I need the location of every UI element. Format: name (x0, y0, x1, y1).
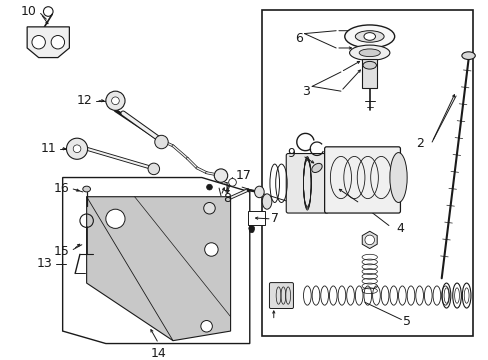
Circle shape (203, 202, 215, 214)
Polygon shape (27, 27, 69, 58)
Text: 8: 8 (223, 192, 230, 205)
Text: 15: 15 (53, 245, 69, 258)
Ellipse shape (349, 45, 389, 60)
Text: 6: 6 (294, 32, 302, 45)
Ellipse shape (355, 31, 384, 42)
Circle shape (364, 235, 374, 245)
Text: 14: 14 (150, 347, 166, 360)
Text: 2: 2 (416, 138, 424, 150)
Ellipse shape (262, 194, 271, 209)
Circle shape (204, 243, 218, 256)
Text: 3: 3 (302, 85, 309, 98)
Circle shape (155, 135, 168, 149)
Ellipse shape (311, 163, 322, 172)
Circle shape (148, 163, 159, 175)
Text: 16: 16 (54, 181, 69, 195)
Circle shape (214, 169, 227, 182)
Bar (262, 10, 472, 336)
Ellipse shape (344, 25, 394, 48)
Text: 9: 9 (286, 147, 294, 160)
Ellipse shape (363, 33, 375, 40)
Text: 5: 5 (403, 315, 410, 328)
Text: 12: 12 (77, 94, 92, 107)
Text: 17: 17 (235, 169, 251, 182)
Ellipse shape (82, 186, 90, 192)
Text: 1: 1 (222, 181, 230, 194)
FancyBboxPatch shape (269, 283, 293, 309)
Circle shape (206, 184, 212, 190)
Ellipse shape (389, 153, 407, 202)
Bar (247, 211, 264, 225)
Bar (361, 59, 377, 88)
Text: 4: 4 (396, 222, 404, 235)
Circle shape (51, 36, 64, 49)
Circle shape (111, 97, 119, 105)
Ellipse shape (362, 62, 376, 69)
Text: 13: 13 (36, 257, 52, 270)
Circle shape (228, 179, 236, 186)
Circle shape (105, 91, 125, 111)
Text: 7: 7 (270, 212, 278, 225)
Ellipse shape (254, 186, 264, 198)
Text: 10: 10 (21, 5, 37, 18)
Circle shape (248, 225, 254, 231)
Circle shape (73, 145, 81, 153)
FancyBboxPatch shape (324, 147, 400, 213)
Circle shape (201, 320, 212, 332)
Circle shape (249, 228, 254, 233)
Text: 11: 11 (40, 142, 56, 155)
Circle shape (32, 36, 45, 49)
Ellipse shape (461, 52, 474, 59)
Ellipse shape (359, 49, 380, 57)
Polygon shape (86, 197, 230, 341)
Polygon shape (62, 177, 249, 343)
FancyBboxPatch shape (285, 153, 328, 213)
Circle shape (105, 209, 125, 228)
Circle shape (66, 138, 87, 159)
